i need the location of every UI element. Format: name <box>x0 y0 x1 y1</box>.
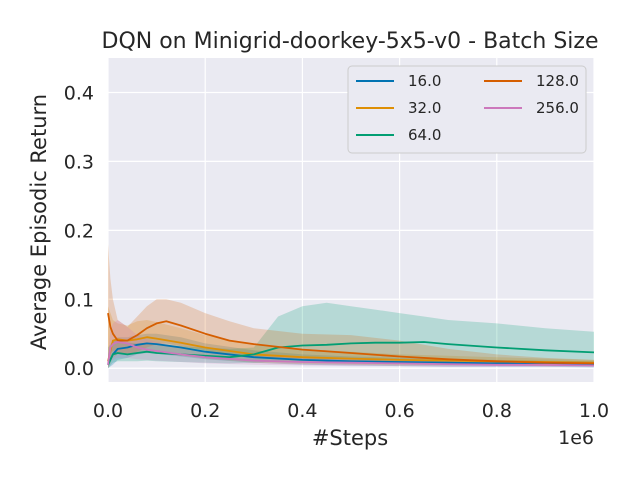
x-tick-label: 0.0 <box>93 400 123 422</box>
line-series-64.0 <box>107 341 595 366</box>
x-axis-multiplier: 1e6 <box>558 427 594 449</box>
x-tick-label: 0.6 <box>384 400 414 422</box>
legend-item: 128.0 <box>484 72 579 90</box>
tick-labels: 0.0 0.2 0.4 0.6 0.8 1.0 0.0 0.1 0.2 0.3 0.4 <box>64 82 609 422</box>
line-series-256.0 <box>107 341 595 367</box>
y-tick-label: 0.4 <box>64 82 94 104</box>
chart-title: DQN on Minigrid-doorkey-5x5-v0 - Batch S… <box>102 29 599 54</box>
x-tick-label: 1.0 <box>579 400 609 422</box>
x-tick-label: 0.4 <box>287 400 317 422</box>
x-tick-label: 0.8 <box>482 400 512 422</box>
legend-label: 32.0 <box>408 99 441 117</box>
legend-label: 16.0 <box>408 72 441 90</box>
line-series-128.0 <box>107 312 595 365</box>
legend-item: 64.0 <box>356 126 441 144</box>
legend-item: 256.0 <box>484 99 579 117</box>
band-series-32.0 <box>108 306 594 369</box>
legend-item: 16.0 <box>356 72 441 90</box>
legend-label: 64.0 <box>408 126 441 144</box>
legend: 16.0 32.0 64.0 128.0 256.0 <box>347 65 587 154</box>
x-tick-label: 0.2 <box>190 400 220 422</box>
band-series-128.0 <box>108 244 594 369</box>
y-tick-label: 0.3 <box>64 151 94 173</box>
legend-item: 32.0 <box>356 99 441 117</box>
series-lines <box>107 312 595 367</box>
y-tick-label: 0.2 <box>64 220 94 242</box>
y-tick-label: 0.1 <box>64 289 94 311</box>
y-tick-label: 0.0 <box>64 358 94 380</box>
band-series-256.0 <box>108 320 594 369</box>
legend-label: 256.0 <box>536 99 579 117</box>
legend-box <box>347 65 587 154</box>
x-axis-label: #Steps <box>312 426 388 450</box>
y-axis-label: Average Episodic Return <box>27 94 51 350</box>
line-series-16.0 <box>107 342 595 366</box>
legend-label: 128.0 <box>536 72 579 90</box>
